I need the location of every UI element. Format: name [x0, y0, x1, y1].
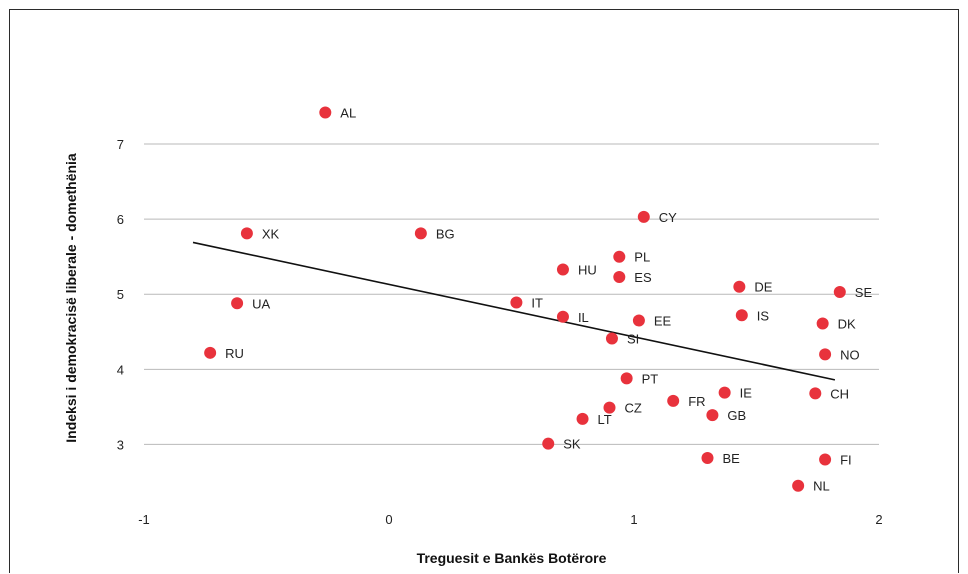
data-point-be — [701, 451, 714, 464]
point-label-il: IL — [578, 310, 589, 325]
data-point-ch — [809, 387, 822, 400]
x-axis-title: Treguesit e Bankës Botërore — [417, 550, 607, 566]
point-label-xk: XK — [262, 226, 280, 241]
chart-frame: AL XK BG CY PL HU ES DE SE UA IT IL EE IS DK SI RU NO PT IE… — [9, 9, 959, 573]
point-label-se: SE — [855, 285, 873, 300]
x-tick-label: 1 — [630, 512, 637, 527]
point-label-hu: HU — [578, 262, 597, 277]
y-tick-label: 4 — [117, 362, 124, 377]
data-point-ee — [632, 314, 645, 327]
data-point-pl — [613, 250, 626, 263]
data-point-is — [735, 309, 748, 322]
data-point-ru — [204, 346, 217, 359]
data-point-al — [319, 106, 332, 119]
point-label-pt: PT — [642, 371, 659, 386]
x-tick-label: 2 — [875, 512, 882, 527]
data-point-pt — [620, 372, 633, 385]
x-tick-label: -1 — [138, 512, 150, 527]
y-tick-label: 7 — [117, 137, 124, 152]
y-tick-label: 5 — [117, 287, 124, 302]
point-label-it: IT — [531, 296, 543, 311]
data-point-hu — [556, 263, 569, 276]
point-label-ru: RU — [225, 346, 244, 361]
data-point-it — [510, 296, 523, 309]
data-point-il — [556, 310, 569, 323]
point-label-nl: NL — [813, 479, 830, 494]
x-tick-label: 0 — [385, 512, 392, 527]
data-point-lt — [576, 412, 589, 425]
point-label-gb: GB — [727, 408, 746, 423]
point-label-lt: LT — [598, 412, 612, 427]
data-point-xk — [240, 227, 253, 240]
data-point-gb — [706, 409, 719, 422]
point-label-no: NO — [840, 347, 860, 362]
point-label-pl: PL — [634, 250, 650, 265]
gridlines — [144, 143, 879, 445]
point-label-be: BE — [723, 451, 741, 466]
point-label-fi: FI — [840, 452, 852, 467]
point-label-fr: FR — [688, 394, 705, 409]
data-point-si — [605, 332, 618, 345]
x-axis-ticks: -1 0 1 2 — [138, 512, 882, 527]
point-label-ee: EE — [654, 314, 672, 329]
data-point-dk — [816, 317, 829, 330]
point-label-es: ES — [634, 270, 652, 285]
data-point-nl — [792, 479, 805, 492]
data-point-fi — [819, 453, 832, 466]
point-label-dk: DK — [838, 317, 856, 332]
data-point-ua — [231, 297, 244, 310]
scatter-chart: AL XK BG CY PL HU ES DE SE UA IT IL EE IS DK SI RU NO PT IE… — [63, 106, 883, 566]
point-label-sk: SK — [563, 437, 581, 452]
point-label-cz: CZ — [625, 401, 642, 416]
data-points: AL XK BG CY PL HU ES DE SE UA IT IL EE IS DK SI RU NO PT IE… — [204, 106, 872, 494]
point-label-si: SI — [627, 332, 639, 347]
data-point-cz — [603, 401, 616, 414]
data-point-sk — [542, 437, 555, 450]
trend-line-group — [192, 241, 836, 381]
data-point-se — [833, 285, 846, 298]
data-point-bg — [414, 227, 427, 240]
data-point-ie — [718, 386, 731, 399]
y-tick-label: 6 — [117, 212, 124, 227]
y-tick-label: 3 — [117, 437, 124, 452]
y-axis-ticks: 3 4 5 6 7 — [117, 137, 124, 452]
data-point-no — [819, 348, 832, 361]
point-label-de: DE — [754, 280, 772, 295]
point-label-ua: UA — [252, 296, 270, 311]
point-label-bg: BG — [436, 226, 455, 241]
data-point-cy — [637, 210, 650, 223]
y-axis-title: Indeksi i demokracisë liberale - domethë… — [63, 153, 79, 443]
point-label-cy: CY — [659, 210, 677, 225]
data-point-es — [613, 270, 626, 283]
point-label-is: IS — [757, 308, 770, 323]
point-label-ch: CH — [830, 386, 849, 401]
point-label-ie: IE — [740, 386, 753, 401]
data-point-de — [733, 280, 746, 293]
point-label-al: AL — [340, 106, 356, 121]
trend-line — [192, 241, 836, 381]
data-point-fr — [667, 394, 680, 407]
